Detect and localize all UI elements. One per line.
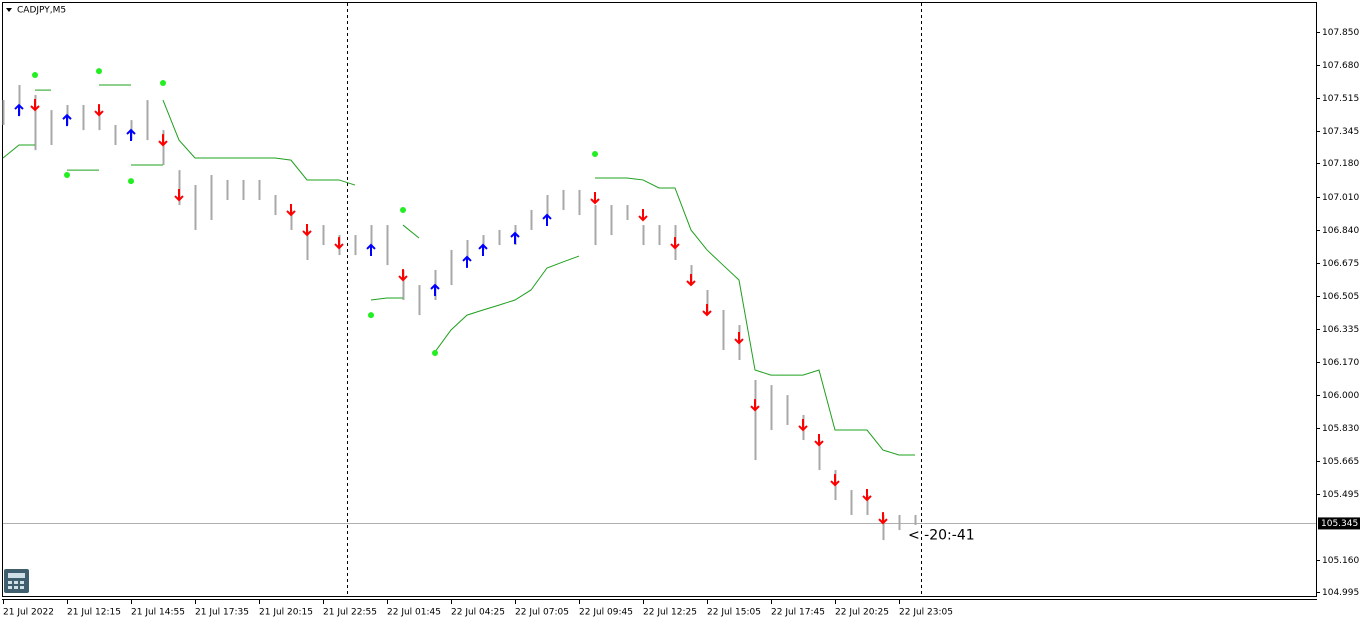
sell-arrow [750, 399, 760, 412]
x-tick-label: 22 Jul 15:05 [707, 608, 761, 618]
y-tick-label: 107.010 [1322, 193, 1359, 203]
chart-title: CADJPY,M5 [17, 6, 66, 16]
x-tick-label: 21 Jul 17:35 [195, 608, 249, 618]
signal-dot [400, 206, 406, 213]
y-tick-label: 106.335 [1322, 325, 1359, 335]
plot-frame [2, 2, 1317, 597]
sell-arrow [638, 209, 648, 222]
sell-arrow [862, 488, 872, 502]
sell-arrow [302, 223, 312, 237]
x-tick-label: 22 Jul 04:25 [451, 608, 505, 618]
sell-arrow [814, 434, 824, 447]
sell-arrow [734, 332, 744, 345]
x-tick-label: 21 Jul 22:55 [323, 608, 377, 618]
signal-dot [368, 312, 374, 319]
buy-arrow [14, 103, 24, 117]
y-tick-label: 105.160 [1322, 556, 1359, 566]
y-tick-label: 106.170 [1322, 358, 1359, 368]
x-tick-label: 22 Jul 12:25 [643, 608, 697, 618]
y-tick-label: 105.830 [1322, 424, 1359, 434]
sell-arrow [670, 237, 680, 250]
x-tick-label: 22 Jul 23:05 [899, 608, 953, 618]
buy-arrow [430, 283, 440, 296]
y-tick-label: 106.675 [1322, 259, 1359, 269]
current-price-label: 105.345 [1321, 519, 1358, 529]
x-tick-label: 21 Jul 2022 [3, 608, 54, 618]
signal-dot [128, 178, 134, 185]
sell-arrow [334, 237, 344, 250]
trailing-stop-line [595, 177, 915, 456]
y-tick-label: 104.995 [1322, 588, 1359, 598]
y-tick-label: 106.840 [1322, 226, 1359, 236]
y-tick-label: 105.495 [1322, 490, 1359, 500]
current-price-box [1318, 517, 1360, 530]
x-tick-label: 22 Jul 20:25 [835, 608, 889, 618]
sell-arrow [878, 512, 888, 525]
calculator-icon[interactable] [4, 569, 29, 593]
buy-arrow [366, 243, 376, 256]
sell-arrow [174, 189, 184, 202]
x-tick-label: 21 Jul 12:15 [67, 608, 121, 618]
y-tick-label: 106.000 [1322, 391, 1359, 401]
sell-arrow [398, 269, 408, 282]
x-tick-label: 21 Jul 20:15 [259, 608, 313, 618]
sell-arrow [286, 203, 296, 217]
sell-arrow [830, 474, 840, 487]
countdown-annotation: < -20:-41 [908, 527, 975, 543]
buy-arrow [462, 255, 472, 268]
sell-arrow [686, 273, 696, 287]
signal-dot [432, 349, 438, 356]
signal-dot [64, 172, 70, 179]
x-tick-label: 22 Jul 09:45 [579, 608, 633, 618]
x-tick-label: 21 Jul 14:55 [131, 608, 185, 618]
y-tick-label: 107.850 [1322, 28, 1359, 38]
y-tick-label: 106.505 [1322, 292, 1359, 302]
sell-arrow [590, 191, 600, 205]
trailing-stop-line [162, 99, 356, 186]
y-tick-label: 107.680 [1322, 61, 1359, 71]
buy-arrow [62, 113, 72, 127]
y-tick-label: 105.665 [1322, 457, 1359, 467]
y-tick-label: 107.345 [1322, 127, 1359, 137]
sell-arrow [158, 134, 168, 147]
signal-dot [160, 80, 166, 87]
buy-arrow [478, 243, 488, 256]
buy-arrow [510, 231, 520, 245]
x-tick-label: 22 Jul 17:45 [771, 608, 825, 618]
x-tick-label: 22 Jul 07:05 [515, 608, 569, 618]
menu-triangle[interactable] [6, 8, 12, 12]
sell-arrow [30, 99, 40, 112]
sell-arrow [798, 418, 808, 432]
buy-arrow [542, 213, 552, 226]
signal-dot [592, 151, 598, 158]
buy-arrow [126, 128, 136, 142]
signal-dot [32, 71, 38, 78]
signal-dot [96, 68, 102, 75]
sell-arrow [94, 104, 104, 117]
trailing-stop-line [434, 255, 580, 353]
y-tick-label: 107.515 [1322, 94, 1359, 104]
trailing-stop-line [402, 224, 420, 239]
trailing-stop-line [2, 144, 35, 159]
trailing-stop-line [370, 297, 403, 301]
sell-arrow [702, 303, 712, 317]
y-tick-label: 107.180 [1322, 159, 1359, 169]
x-tick-label: 22 Jul 01:45 [387, 608, 441, 618]
